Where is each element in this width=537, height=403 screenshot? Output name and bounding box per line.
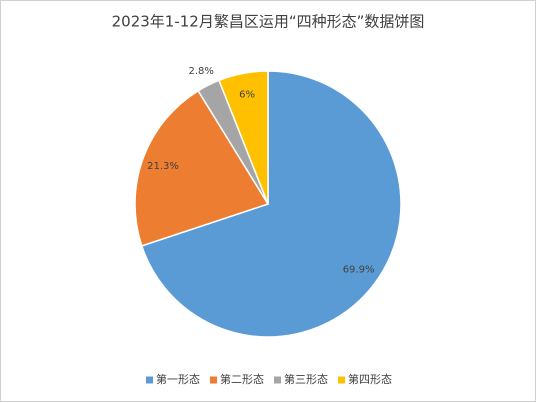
chart-title: 2023年1-12月繁昌区运用“四种形态”数据饼图 (112, 13, 425, 31)
pie-slice (218, 70, 269, 205)
pie-slice (134, 89, 270, 247)
legend-swatch (274, 376, 281, 384)
legend-swatch (210, 376, 217, 384)
legend-swatch (338, 376, 345, 384)
data-label: 2.8% (189, 66, 214, 77)
data-label: 6% (239, 89, 255, 100)
legend-label: 第一形态 (156, 372, 200, 386)
legend-label: 第三形态 (284, 372, 328, 386)
data-label: 69.9% (343, 264, 375, 275)
pie-slice (140, 70, 402, 338)
legend-label: 第四形态 (348, 372, 392, 386)
legend-label: 第二形态 (220, 372, 264, 386)
data-label: 21.3% (147, 161, 179, 172)
legend-swatch (146, 376, 153, 384)
